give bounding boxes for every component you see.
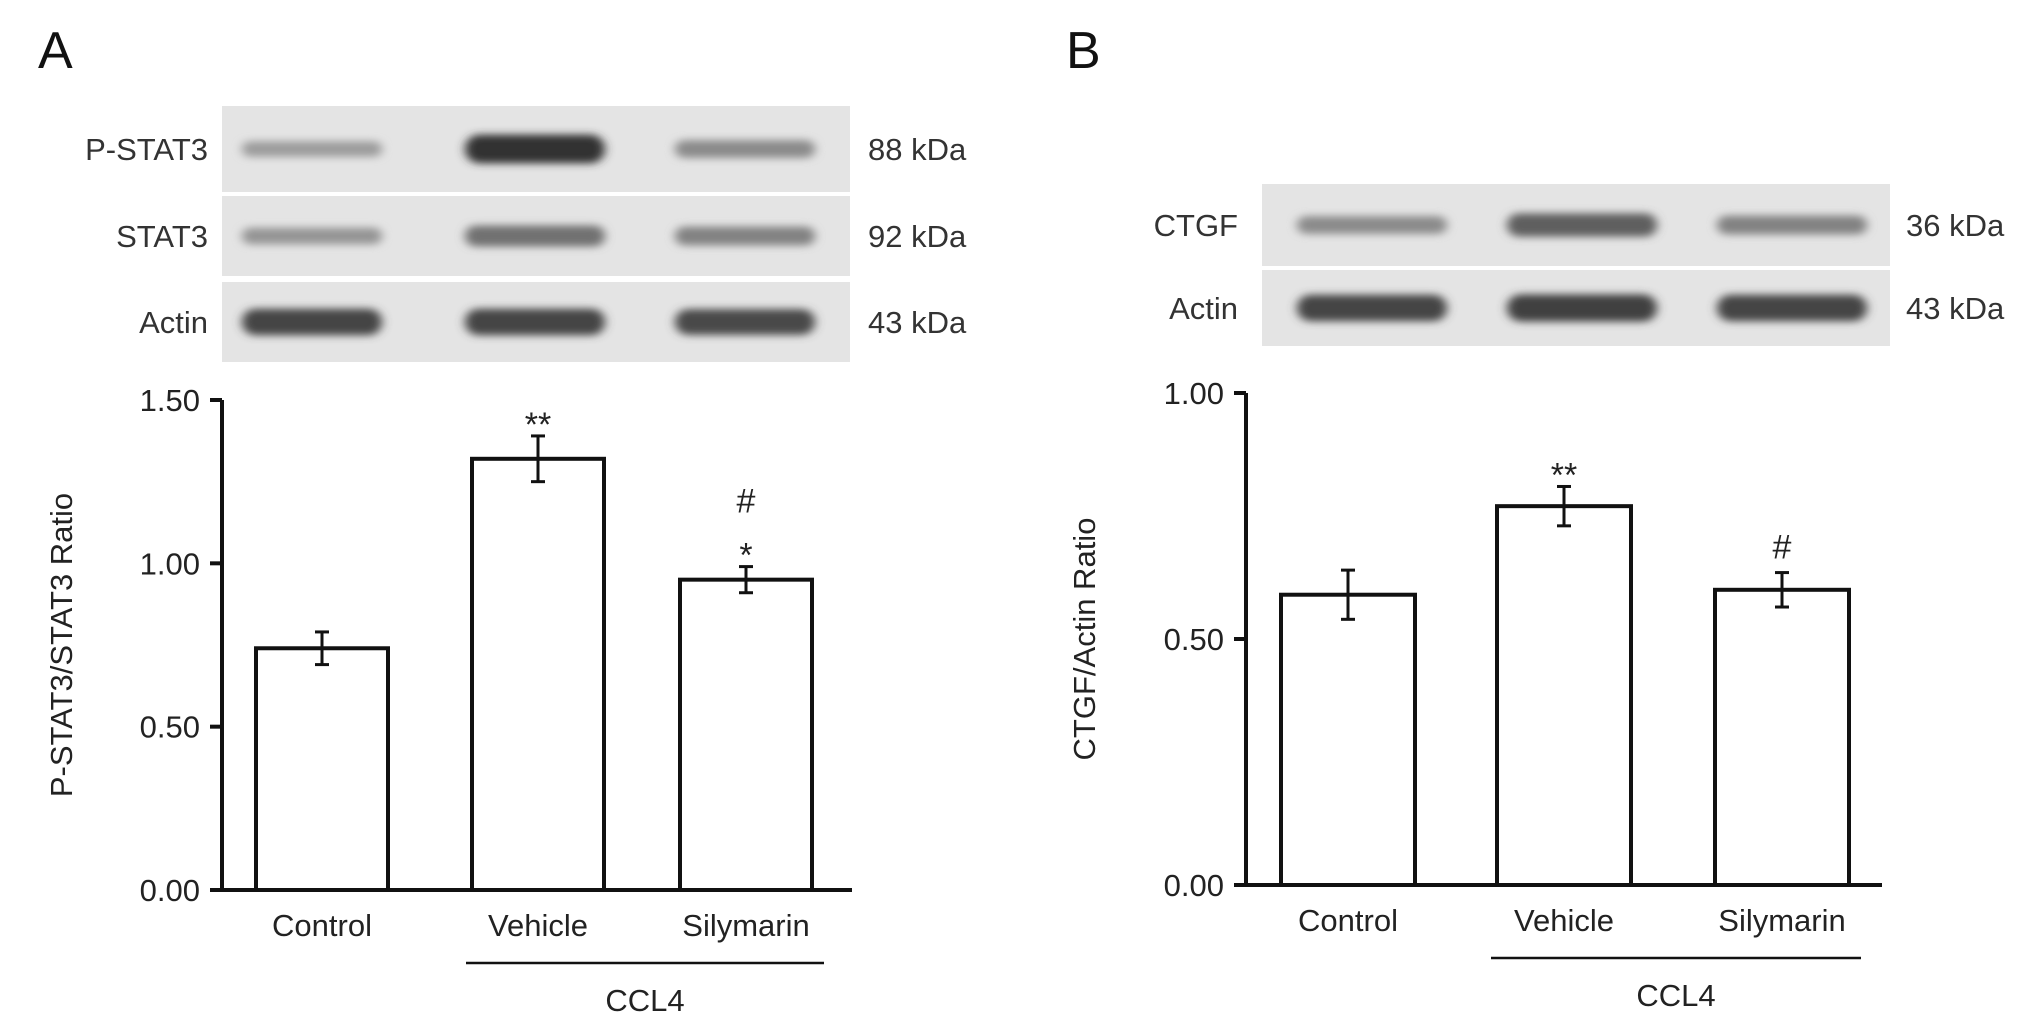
blot-band — [675, 140, 815, 158]
x-tick-label-silymarin: Silymarin — [682, 908, 809, 943]
western-blot-b: CTGF 36 kDa Actin 43 kDa — [1154, 184, 2005, 346]
y-axis-label: CTGF/Actin Ratio — [1067, 518, 1102, 761]
blot-row-label: STAT3 — [116, 219, 208, 254]
blot-row-label: Actin — [139, 305, 208, 340]
significance-mark: ** — [1551, 456, 1577, 494]
y-tick-label: 0.00 — [140, 873, 200, 908]
western-blot-a: P-STAT3 88 kDa STAT3 92 kDa Actin 43 kDa — [85, 106, 967, 362]
y-tick-label: 1.50 — [140, 383, 200, 418]
y-tick-label: 0.50 — [140, 710, 200, 745]
x-tick-label-control: Control — [272, 908, 372, 943]
group-label: CCL4 — [605, 983, 684, 1018]
panel-a: A P-STAT3 88 kDa STAT3 92 kDa Actin 43 kDa 0.… — [38, 22, 967, 1018]
blot-band — [465, 134, 605, 164]
x-tick-label-vehicle: Vehicle — [1514, 903, 1614, 938]
bar-control — [1279, 592, 1417, 887]
blot-band — [465, 308, 605, 336]
significance-mark: * — [739, 537, 752, 575]
panel-letter-a: A — [38, 22, 73, 80]
bar-vehicle — [1495, 504, 1633, 887]
blot-row-label: CTGF — [1154, 208, 1238, 243]
blot-band — [1507, 213, 1657, 237]
x-tick-label-silymarin: Silymarin — [1718, 903, 1845, 938]
blot-size-label: 43 kDa — [1906, 291, 2005, 326]
y-tick-label: 1.00 — [140, 546, 200, 581]
y-tick-label: 0.50 — [1164, 622, 1224, 657]
blot-band — [1507, 294, 1657, 322]
blot-row-ctgf: CTGF 36 kDa — [1154, 184, 2005, 266]
blot-size-label: 92 kDa — [868, 219, 967, 254]
blot-band — [1717, 294, 1867, 322]
blot-band — [675, 226, 815, 246]
blot-row-label: P-STAT3 — [85, 132, 208, 167]
blot-row-actin: Actin 43 kDa — [139, 282, 967, 362]
bar-vehicle — [470, 456, 606, 892]
y-axis-label: P-STAT3/STAT3 Ratio — [44, 493, 79, 797]
blot-band — [1717, 215, 1867, 235]
significance-mark: ** — [525, 406, 551, 444]
blot-band — [675, 309, 815, 335]
bar-control — [254, 646, 390, 892]
blot-row-p-stat3: P-STAT3 88 kDa — [85, 106, 967, 192]
blot-band — [242, 227, 382, 245]
blot-band — [1297, 216, 1447, 234]
y-tick-label: 0.00 — [1164, 868, 1224, 903]
blot-row-label: Actin — [1169, 291, 1238, 326]
panel-letter-b: B — [1066, 22, 1101, 80]
blot-band — [465, 225, 605, 247]
blot-row-stat3: STAT3 92 kDa — [116, 196, 967, 276]
blot-size-label: 88 kDa — [868, 132, 967, 167]
significance-mark: # — [1773, 529, 1792, 567]
blot-size-label: 43 kDa — [868, 305, 967, 340]
bar-silymarin — [1713, 587, 1851, 887]
bar-chart-b: 0.00 0.50 1.00 CTGF/Actin Ratio Control ** Veh… — [1067, 376, 1882, 1013]
x-tick-label-control: Control — [1298, 903, 1398, 938]
blot-row-actin: Actin 43 kDa — [1169, 270, 2005, 346]
bar-silymarin — [678, 577, 814, 893]
x-tick-label-vehicle: Vehicle — [488, 908, 588, 943]
blot-band — [1297, 294, 1447, 322]
blot-band — [242, 141, 382, 157]
blot-size-label: 36 kDa — [1906, 208, 2005, 243]
group-label: CCL4 — [1636, 978, 1715, 1013]
blot-band — [242, 308, 382, 336]
significance-mark: # — [737, 483, 756, 521]
bar-chart-a: 0.00 0.50 1.00 1.50 P-STAT3/STAT3 Ratio Contr… — [44, 383, 852, 1018]
y-tick-label: 1.00 — [1164, 376, 1224, 411]
panel-b: B CTGF 36 kDa Actin 43 kDa 0.00 0.50 1.00 CTGF… — [1066, 22, 2005, 1013]
